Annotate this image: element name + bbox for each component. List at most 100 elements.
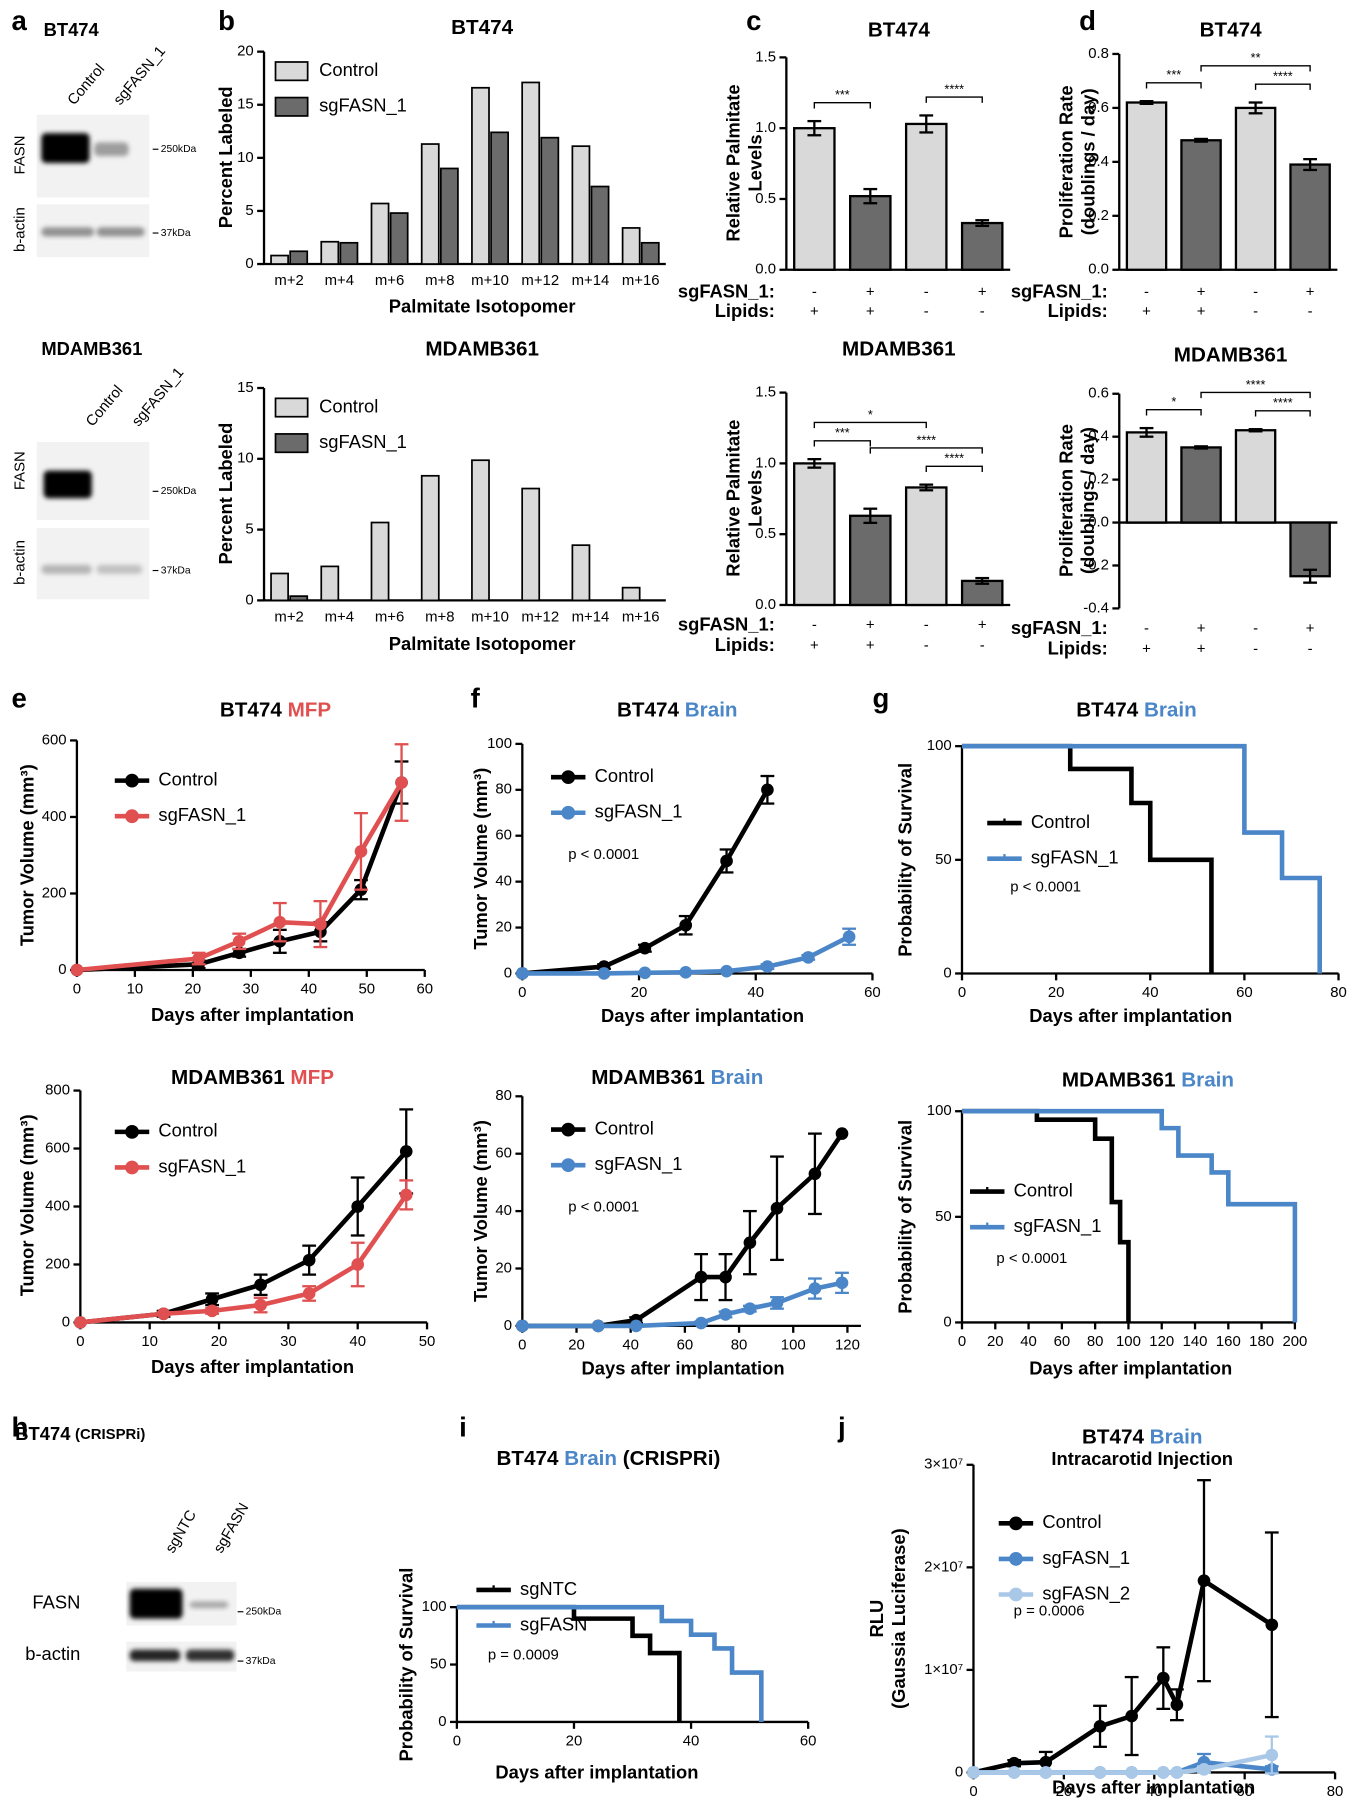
y-tick-label: 10 (237, 149, 254, 166)
condition-value: + (866, 617, 875, 634)
significance-bracket (925, 96, 983, 103)
y-axis-label: Levels (744, 470, 765, 527)
y-axis-label: Percent Labeled (215, 423, 236, 565)
condition-label: sgFASN_1: (678, 281, 775, 302)
significance-label: **** (1273, 70, 1293, 84)
data-point (399, 1188, 413, 1202)
y-tick-label: 400 (42, 808, 67, 825)
legend-label: Control (595, 1117, 654, 1138)
blot-title: BT474 (CRISPRi) (15, 1423, 145, 1444)
p-value: p = 0.0009 (488, 1646, 559, 1663)
data-point (770, 1201, 784, 1215)
legend-marker (561, 1158, 576, 1173)
title-part: MDAMB361 (1062, 1069, 1176, 1092)
y-axis-label: (doublings / day) (1077, 88, 1098, 235)
x-axis-label: Palmitate Isotopomer (389, 295, 576, 316)
y-tick-label: 1.5 (755, 48, 776, 65)
y-tick-label: 0.8 (1088, 45, 1109, 62)
data-point (967, 1766, 980, 1779)
x-tick-label: 40 (1020, 1333, 1037, 1350)
legend-marker (561, 805, 576, 820)
x-tick-label: 40 (1142, 984, 1159, 1001)
x-tick-label: m+8 (425, 609, 454, 626)
significance-label: **** (944, 83, 964, 97)
legend-label: Control (158, 768, 217, 789)
bar (960, 221, 1004, 271)
survival-curve (456, 1604, 682, 1722)
condition-value: + (1197, 641, 1206, 658)
bar (590, 185, 610, 265)
chart-title: MDAMB361 Brain (591, 1067, 763, 1090)
x-axis-label: Days after implantation (151, 1356, 354, 1377)
data-point (273, 915, 287, 929)
data-point (719, 1308, 732, 1321)
condition-value: + (1306, 284, 1315, 301)
data-point (1007, 1766, 1021, 1779)
legend-label: sgFASN_1 (1014, 1215, 1102, 1237)
bar (370, 521, 390, 602)
row-label: FASN (32, 1592, 80, 1613)
title-part: MDAMB361 (171, 1067, 285, 1090)
data-point (638, 966, 652, 980)
x-tick-label: 0 (453, 1732, 461, 1749)
bar (270, 254, 289, 265)
blot-band (189, 1601, 229, 1609)
survival-curve (961, 743, 1322, 974)
x-tick-label: 60 (864, 984, 881, 1001)
x-tick-label: 40 (747, 984, 764, 1001)
data-point (720, 854, 733, 868)
y-axis-label: Probability of Survival (895, 1120, 916, 1314)
row-label: b-actin (12, 207, 29, 252)
y-tick-label: 1.0 (755, 119, 776, 136)
marker-label: 37kDa (161, 228, 191, 239)
condition-value: - (1308, 641, 1313, 658)
bar (904, 122, 948, 271)
x-tick-label: 20 (211, 1333, 228, 1350)
data-point (70, 963, 84, 977)
title-part: BT474 (617, 699, 680, 722)
y-tick-label: 0 (245, 255, 253, 272)
data-point (597, 967, 611, 980)
x-tick-label: m+4 (325, 609, 354, 626)
significance-label: ** (1251, 51, 1261, 65)
data-point (1039, 1766, 1053, 1779)
data-point (1156, 1766, 1170, 1779)
blot-band (43, 470, 92, 499)
bar (1125, 431, 1168, 524)
row-label: FASN (12, 451, 29, 490)
chart-title: BT474 Brain (1076, 699, 1197, 722)
y-tick-label: 0 (438, 1713, 446, 1730)
bar (471, 459, 490, 602)
y-tick-label: 50 (430, 1655, 447, 1672)
lane-label: sgFASN_1 (129, 364, 188, 430)
x-tick-label: m+14 (572, 609, 610, 626)
bar (270, 572, 289, 602)
bar (339, 241, 359, 265)
x-tick-label: m+16 (622, 272, 660, 289)
condition-value: - (1308, 303, 1313, 320)
condition-label: Lipids: (715, 634, 775, 655)
condition-label: Lipids: (715, 300, 775, 321)
bar (1234, 429, 1277, 524)
legend-label: Control (1042, 1511, 1101, 1532)
x-tick-label: 180 (1249, 1333, 1274, 1350)
data-point (232, 935, 246, 948)
bar (1125, 101, 1168, 271)
y-tick-label: 20 (237, 43, 254, 60)
data-point (1170, 1766, 1184, 1779)
x-tick-label: 20 (1048, 984, 1065, 1001)
panel-label: d (1079, 5, 1096, 36)
y-tick-label: 40 (495, 873, 512, 890)
legend-swatch (274, 433, 309, 454)
title-part: BT474 (220, 699, 283, 722)
x-tick-label: 140 (1183, 1333, 1208, 1350)
x-tick-label: 0 (958, 1333, 966, 1350)
legend-label: Control (1031, 811, 1090, 832)
lane-label: Control (64, 61, 108, 109)
lane-label: Control (83, 382, 127, 430)
bar (571, 145, 591, 265)
y-tick-label: 80 (495, 1087, 512, 1104)
x-tick-label: 60 (800, 1732, 817, 1749)
x-tick-label: 0 (969, 1783, 977, 1800)
blot-band (129, 1649, 181, 1662)
